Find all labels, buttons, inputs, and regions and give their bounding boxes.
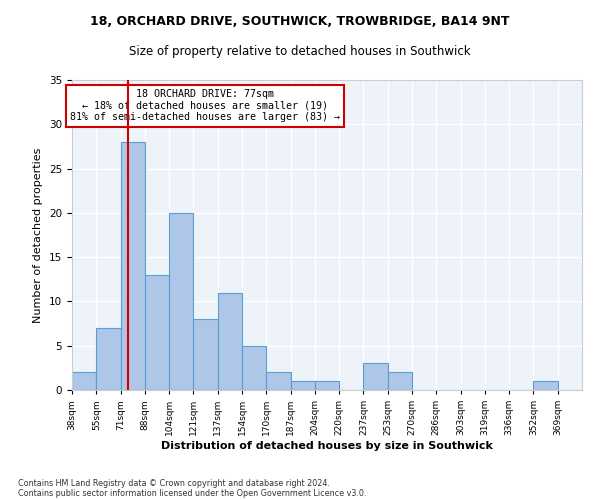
- Text: 18, ORCHARD DRIVE, SOUTHWICK, TROWBRIDGE, BA14 9NT: 18, ORCHARD DRIVE, SOUTHWICK, TROWBRIDGE…: [90, 15, 510, 28]
- Text: Contains HM Land Registry data © Crown copyright and database right 2024.: Contains HM Land Registry data © Crown c…: [18, 478, 330, 488]
- Bar: [121, 142, 145, 390]
- Bar: [193, 319, 218, 390]
- Bar: [145, 275, 169, 390]
- Bar: [218, 292, 242, 390]
- Bar: [72, 372, 96, 390]
- Bar: [315, 381, 339, 390]
- Bar: [364, 364, 388, 390]
- Bar: [169, 213, 193, 390]
- Bar: [242, 346, 266, 390]
- Bar: [388, 372, 412, 390]
- Bar: [533, 381, 558, 390]
- Bar: [96, 328, 121, 390]
- Bar: [290, 381, 315, 390]
- Bar: [266, 372, 290, 390]
- Text: Size of property relative to detached houses in Southwick: Size of property relative to detached ho…: [129, 45, 471, 58]
- Text: 18 ORCHARD DRIVE: 77sqm
← 18% of detached houses are smaller (19)
81% of semi-de: 18 ORCHARD DRIVE: 77sqm ← 18% of detache…: [70, 90, 340, 122]
- X-axis label: Distribution of detached houses by size in Southwick: Distribution of detached houses by size …: [161, 441, 493, 451]
- Y-axis label: Number of detached properties: Number of detached properties: [34, 148, 43, 322]
- Text: Contains public sector information licensed under the Open Government Licence v3: Contains public sector information licen…: [18, 488, 367, 498]
